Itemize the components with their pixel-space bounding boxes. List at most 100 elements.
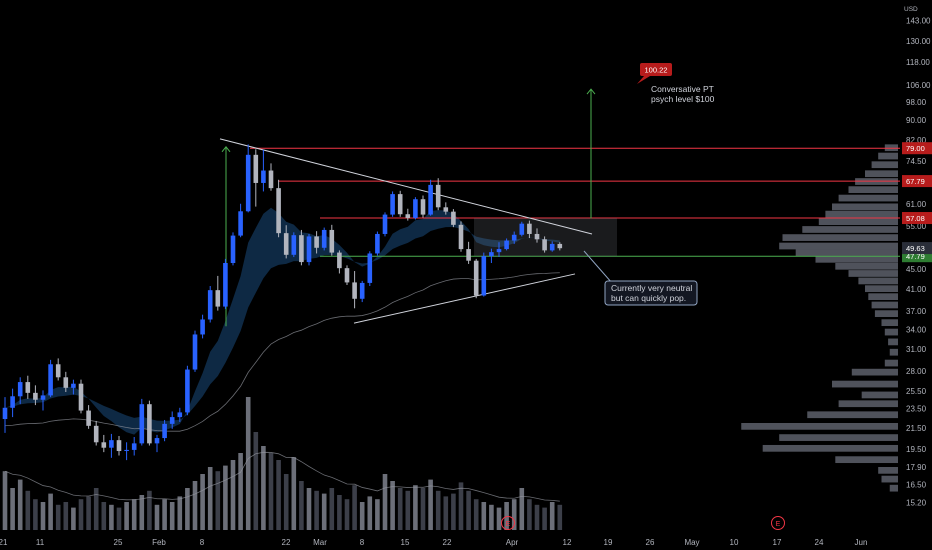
volume-bar	[71, 507, 76, 530]
candle-body	[268, 170, 274, 189]
y-tick-label: 90.00	[906, 116, 927, 125]
target-tag-label: 100.22	[645, 66, 668, 75]
profile-bar	[884, 359, 898, 367]
volume-bar	[291, 457, 297, 530]
y-tick-label: 21.50	[906, 424, 927, 433]
time-axis[interactable]: 21 11 25 Feb 8 22 Mar 8 15 22 Apr 12 19 26 May 10 17 24 Ju…	[0, 533, 932, 550]
y-tick-label: 106.00	[906, 81, 931, 90]
y-tick-label: 34.00	[906, 325, 927, 334]
y-tick-label: 37.00	[906, 307, 927, 316]
volume-bar	[337, 495, 342, 530]
profile-bar	[815, 255, 898, 263]
candle-body	[162, 423, 167, 439]
volume-bar	[390, 481, 395, 530]
candle-body	[238, 211, 243, 236]
callout-box	[604, 280, 698, 306]
candle-body	[17, 382, 23, 397]
volume-bar	[169, 502, 175, 530]
candle-body	[93, 425, 99, 443]
y-tick-label: 28.00	[906, 367, 927, 376]
volume-bar	[321, 493, 327, 530]
candle-body	[33, 392, 38, 400]
y-tick-label: 19.50	[906, 445, 927, 454]
volume-bar	[230, 460, 236, 530]
candle-body	[55, 364, 61, 378]
profile-bar	[838, 400, 898, 408]
candle-body	[299, 235, 304, 263]
ema-cloud	[5, 207, 560, 435]
candle-body	[25, 382, 31, 393]
level-price-tag	[902, 142, 932, 155]
x-tick-label: 15	[401, 538, 410, 547]
volume-bar	[268, 453, 274, 530]
volume-bar	[306, 488, 312, 530]
candle-body	[519, 223, 525, 235]
candle-body	[451, 211, 456, 225]
candle-body	[147, 404, 152, 444]
volume-bar	[192, 481, 198, 530]
annotation-pt-line-2: psych level $100	[651, 94, 715, 104]
y-tick-label: 17.90	[906, 463, 927, 472]
candle-body	[245, 154, 251, 212]
candle-body	[466, 249, 471, 261]
candle-body	[124, 449, 129, 452]
volume-bar	[33, 499, 38, 530]
volume-bar	[25, 490, 31, 530]
volume-bar	[276, 460, 281, 530]
candle-body	[131, 443, 137, 450]
volume-bar	[63, 502, 69, 530]
candle-body	[109, 440, 114, 448]
profile-bar	[881, 475, 898, 483]
sma-line	[4, 272, 560, 432]
candle-body	[207, 290, 213, 320]
candle-body	[321, 229, 327, 248]
volume-bar	[261, 446, 266, 530]
volume-bar	[17, 479, 23, 530]
last-price-label: 49.63	[906, 244, 925, 253]
volume-bar	[207, 467, 213, 530]
level-price-label: 47.79	[906, 252, 925, 261]
candle-body	[527, 223, 532, 234]
y-tick-label: 25.50	[906, 387, 927, 396]
candle-body	[215, 290, 221, 307]
earnings-marker	[501, 516, 515, 530]
profile-bar	[858, 277, 898, 285]
volume-bar	[215, 471, 221, 530]
volume-bar	[2, 471, 8, 530]
level-price-tag	[902, 175, 932, 188]
candle-body	[40, 395, 46, 400]
volume-bar	[93, 488, 99, 530]
level-price-label: 67.79	[906, 177, 925, 186]
volume-bar	[557, 504, 563, 530]
y-tick-label: 45.00	[906, 265, 927, 274]
profile-bar	[868, 293, 898, 301]
profile-bar	[848, 270, 898, 277]
annotation-neutral-line-2: but can quickly pop.	[611, 293, 686, 303]
profile-bar	[741, 422, 898, 430]
candle-body	[139, 404, 145, 444]
volume-bar	[238, 453, 243, 530]
volume-profile	[741, 144, 898, 492]
candle-body	[443, 207, 449, 212]
candle-body	[223, 263, 228, 307]
candle-body	[169, 417, 175, 424]
profile-bar	[782, 234, 898, 241]
candle-body	[63, 377, 69, 388]
profile-bar	[835, 456, 898, 464]
candle-body	[2, 407, 8, 420]
profile-bar	[825, 210, 898, 218]
volume-bar	[527, 499, 532, 530]
candle-body	[230, 235, 236, 264]
volume-bar	[420, 488, 426, 530]
candle-body	[86, 410, 91, 426]
annotation-pt-line-1: Conversative PT	[651, 84, 714, 94]
candle-body	[390, 194, 395, 215]
price-axis[interactable]: USD 143.00 130.00 118.00 106.00 98.00 90.00 82.…	[902, 6, 932, 507]
candle-body	[337, 252, 342, 269]
earnings-marker	[771, 516, 785, 530]
lower-trendline	[353, 273, 576, 324]
candle-body	[481, 256, 487, 296]
candle-body	[420, 199, 426, 215]
